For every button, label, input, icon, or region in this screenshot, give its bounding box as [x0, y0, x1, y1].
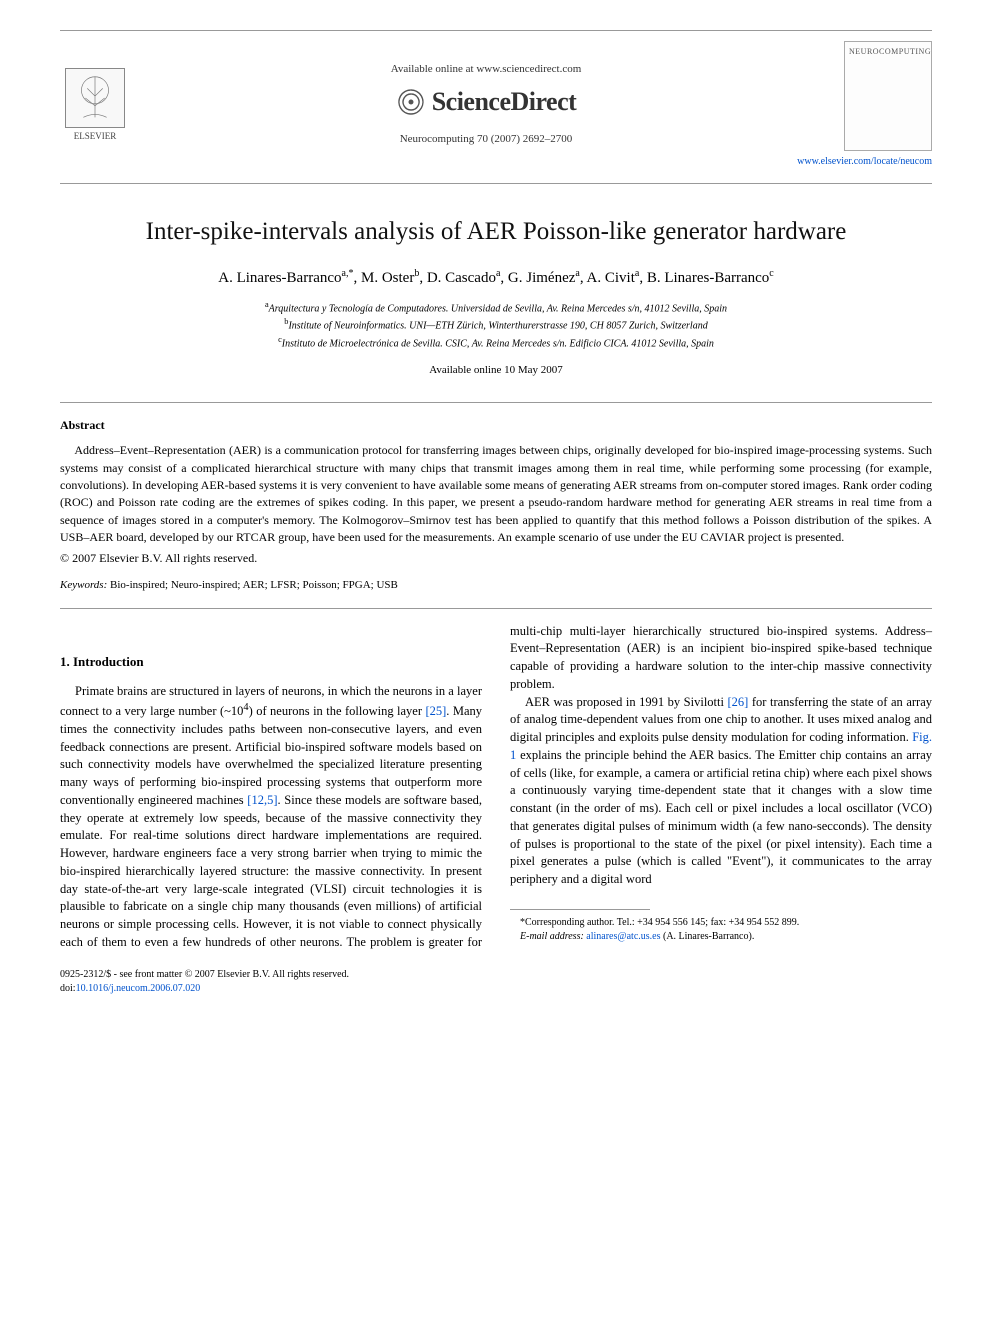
affiliations: aArquitectura y Tecnología de Computador…: [60, 299, 932, 351]
journal-citation: Neurocomputing 70 (2007) 2692–2700: [400, 132, 573, 147]
author: B. Linares-Barrancoc: [647, 270, 774, 286]
abstract-heading: Abstract: [60, 417, 932, 434]
email-author-paren: (A. Linares-Barranco).: [663, 931, 754, 942]
author-list: A. Linares-Barrancoa,*, M. Osterb, D. Ca…: [60, 267, 932, 289]
doi-footer: 0925-2312/$ - see front matter © 2007 El…: [60, 968, 932, 996]
keywords-list: Bio-inspired; Neuro-inspired; AER; LFSR;…: [110, 579, 398, 591]
corresponding-author-footer: *Corresponding author. Tel.: +34 954 556…: [510, 909, 932, 944]
author: A. Civita: [587, 270, 640, 286]
affiliation-c: Instituto de Microelectrónica de Sevilla…: [282, 338, 714, 349]
available-online-text: Available online at www.sciencedirect.co…: [391, 62, 582, 77]
journal-homepage-link[interactable]: www.elsevier.com/locate/neucom: [797, 155, 932, 169]
doi-label: doi:: [60, 983, 76, 994]
sciencedirect-logo: ScienceDirect: [396, 84, 577, 120]
header-center: Available online at www.sciencedirect.co…: [130, 62, 842, 147]
affiliation-a: Arquitectura y Tecnología de Computadore…: [269, 303, 727, 314]
email-line: E-mail address: alinares@atc.us.es (A. L…: [510, 930, 932, 944]
article-title: Inter-spike-intervals analysis of AER Po…: [60, 214, 932, 249]
keywords: Keywords: Bio-inspired; Neuro-inspired; …: [60, 578, 932, 593]
journal-name-cover: NEUROCOMPUTING: [849, 47, 931, 56]
divider: [60, 402, 932, 403]
journal-cover-thumbnail: NEUROCOMPUTING: [844, 41, 932, 151]
footnote-divider: [510, 909, 650, 910]
available-online-date: Available online 10 May 2007: [60, 363, 932, 378]
author: G. Jiméneza: [508, 270, 580, 286]
elsevier-label: ELSEVIER: [74, 130, 117, 143]
citation-link[interactable]: [25]: [425, 704, 446, 718]
author: D. Cascadoa: [427, 270, 501, 286]
affiliation-b: Institute of Neuroinformatics. UNI—ETH Z…: [288, 321, 707, 332]
doi-link[interactable]: 10.1016/j.neucom.2006.07.020: [76, 983, 201, 994]
keywords-label: Keywords:: [60, 579, 107, 591]
section-heading-introduction: 1. Introduction: [60, 653, 482, 671]
abstract-copyright: © 2007 Elsevier B.V. All rights reserved…: [60, 550, 932, 567]
sciencedirect-swirl-icon: [396, 87, 426, 117]
citation-link[interactable]: [12,5]: [247, 793, 277, 807]
email-label: E-mail address:: [520, 931, 584, 942]
corresponding-author-line: *Corresponding author. Tel.: +34 954 556…: [510, 916, 932, 930]
author: M. Osterb: [361, 270, 419, 286]
abstract-text: Address–Event–Representation (AER) is a …: [60, 442, 932, 546]
author: A. Linares-Barrancoa,*: [218, 270, 353, 286]
email-link[interactable]: alinares@atc.us.es: [586, 931, 660, 942]
issn-line: 0925-2312/$ - see front matter © 2007 El…: [60, 968, 932, 982]
journal-cover-block: NEUROCOMPUTING www.elsevier.com/locate/n…: [842, 41, 932, 169]
article-body: 1. Introduction Primate brains are struc…: [60, 623, 932, 952]
divider: [60, 608, 932, 609]
journal-header: ELSEVIER Available online at www.science…: [60, 30, 932, 184]
elsevier-tree-icon: [65, 68, 125, 128]
sciencedirect-brand: ScienceDirect: [432, 84, 577, 120]
elsevier-logo: ELSEVIER: [60, 68, 130, 143]
body-paragraph: AER was proposed in 1991 by Sivilotti [2…: [510, 694, 932, 889]
citation-link[interactable]: [26]: [728, 695, 749, 709]
